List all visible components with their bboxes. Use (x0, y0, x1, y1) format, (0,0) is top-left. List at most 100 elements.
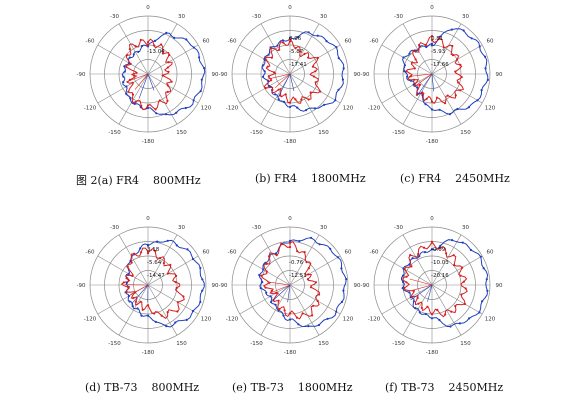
blue-trace-marker (425, 103, 427, 105)
blue-trace-marker (471, 37, 473, 39)
red-trace-marker (126, 54, 128, 56)
red-trace-marker (268, 255, 270, 257)
angle-label: 120 (485, 106, 496, 112)
angle-label: -120 (368, 106, 381, 112)
red-trace-marker (317, 57, 319, 59)
red-trace-marker (403, 287, 405, 289)
blue-trace-marker (468, 317, 470, 319)
center-streak (267, 282, 290, 285)
blue-trace-marker (438, 319, 440, 321)
red-trace-marker (461, 76, 463, 78)
angle-label: -30 (252, 225, 261, 231)
blue-trace-marker (173, 37, 175, 39)
red-trace-marker (451, 45, 453, 47)
blue-trace-marker (154, 40, 156, 42)
red-trace-marker (313, 75, 315, 77)
blue-trace-marker (276, 45, 278, 47)
blue-trace-marker (198, 56, 200, 58)
red-trace-marker (167, 61, 169, 63)
red-trace-marker (289, 242, 291, 244)
blue-trace-marker (289, 318, 291, 320)
blue-trace-marker (468, 106, 470, 108)
blue-trace-marker (132, 305, 134, 307)
db-annotation: 0.81 (431, 36, 443, 42)
red-trace-marker (445, 252, 447, 254)
center-streak (410, 279, 432, 285)
red-trace-marker (294, 98, 296, 100)
red-trace-marker (171, 81, 173, 83)
red-trace-marker (307, 57, 309, 59)
red-trace-marker (278, 49, 280, 51)
polar-panel-b: 0306090120150-180-150-120-90-60-300.96-5… (219, 5, 361, 145)
angle-label: 0 (288, 5, 292, 11)
red-trace-marker (273, 71, 275, 73)
blue-trace-marker (128, 295, 130, 297)
red-trace-marker (460, 293, 462, 295)
blue-trace-marker (481, 89, 483, 91)
blue-trace-marker (155, 112, 157, 114)
blue-trace-marker (317, 35, 319, 37)
blue-trace-marker (203, 67, 205, 69)
red-trace-marker (417, 303, 419, 305)
angle-label: -180 (142, 350, 155, 356)
red-trace-marker (280, 243, 282, 245)
red-trace-marker (265, 59, 267, 61)
blue-trace-marker (319, 243, 321, 245)
red-trace-marker (167, 91, 169, 93)
red-trace-marker (308, 98, 310, 100)
angle-label: -90 (77, 283, 86, 289)
red-trace-marker (133, 74, 135, 76)
red-trace-marker (271, 89, 273, 91)
blue-trace-marker (125, 93, 127, 95)
angle-label: 150 (176, 130, 187, 136)
blue-trace-marker (193, 46, 195, 48)
red-trace-marker (464, 303, 466, 305)
red-trace-marker (182, 295, 184, 297)
red-trace-marker (312, 66, 314, 68)
angle-label: 60 (345, 250, 352, 256)
red-trace-marker (135, 301, 137, 303)
blue-trace-marker (186, 248, 188, 250)
red-trace-marker (167, 66, 169, 68)
red-trace-marker (159, 99, 161, 101)
red-trace-marker (289, 102, 291, 104)
blue-trace-marker (128, 273, 130, 275)
blue-trace-marker (268, 85, 270, 87)
blue-trace-marker (337, 256, 339, 258)
angle-label: -120 (84, 317, 97, 323)
angle-label: 30 (178, 225, 185, 231)
red-trace-marker (289, 312, 291, 314)
grid-spoke (119, 235, 148, 285)
red-trace-marker (140, 251, 142, 253)
angle-label: -180 (284, 139, 297, 145)
blue-trace-marker (425, 46, 427, 48)
red-trace-marker (131, 262, 133, 264)
red-trace-marker (306, 261, 308, 263)
angle-label: 60 (203, 39, 210, 45)
blue-trace-marker (408, 53, 410, 55)
grid-spoke (290, 74, 340, 103)
blue-trace-marker (462, 242, 464, 244)
angle-label: 60 (345, 39, 352, 45)
red-trace-marker (315, 81, 317, 83)
blue-trace-marker (318, 324, 320, 326)
angle-label: -150 (392, 130, 405, 136)
grid-spoke (261, 235, 290, 285)
blue-trace-marker (129, 97, 131, 99)
blue-trace-marker (463, 29, 465, 31)
polar-panel-c: 0306090120150-180-150-120-90-60-300.81-5… (361, 5, 503, 145)
blue-trace-marker (175, 112, 177, 114)
blue-trace-marker (425, 313, 427, 315)
angle-label: 120 (485, 317, 496, 323)
blue-trace-marker (459, 322, 461, 324)
angle-label: -150 (250, 130, 263, 136)
blue-trace-marker (402, 275, 404, 277)
db-annotation: -17.66 (431, 62, 449, 68)
red-trace-marker (285, 93, 287, 95)
blue-trace-marker (413, 300, 415, 302)
blue-trace-marker (147, 315, 149, 317)
red-trace-marker (140, 105, 142, 107)
grid-spoke (240, 285, 290, 314)
red-trace-marker (409, 254, 411, 256)
